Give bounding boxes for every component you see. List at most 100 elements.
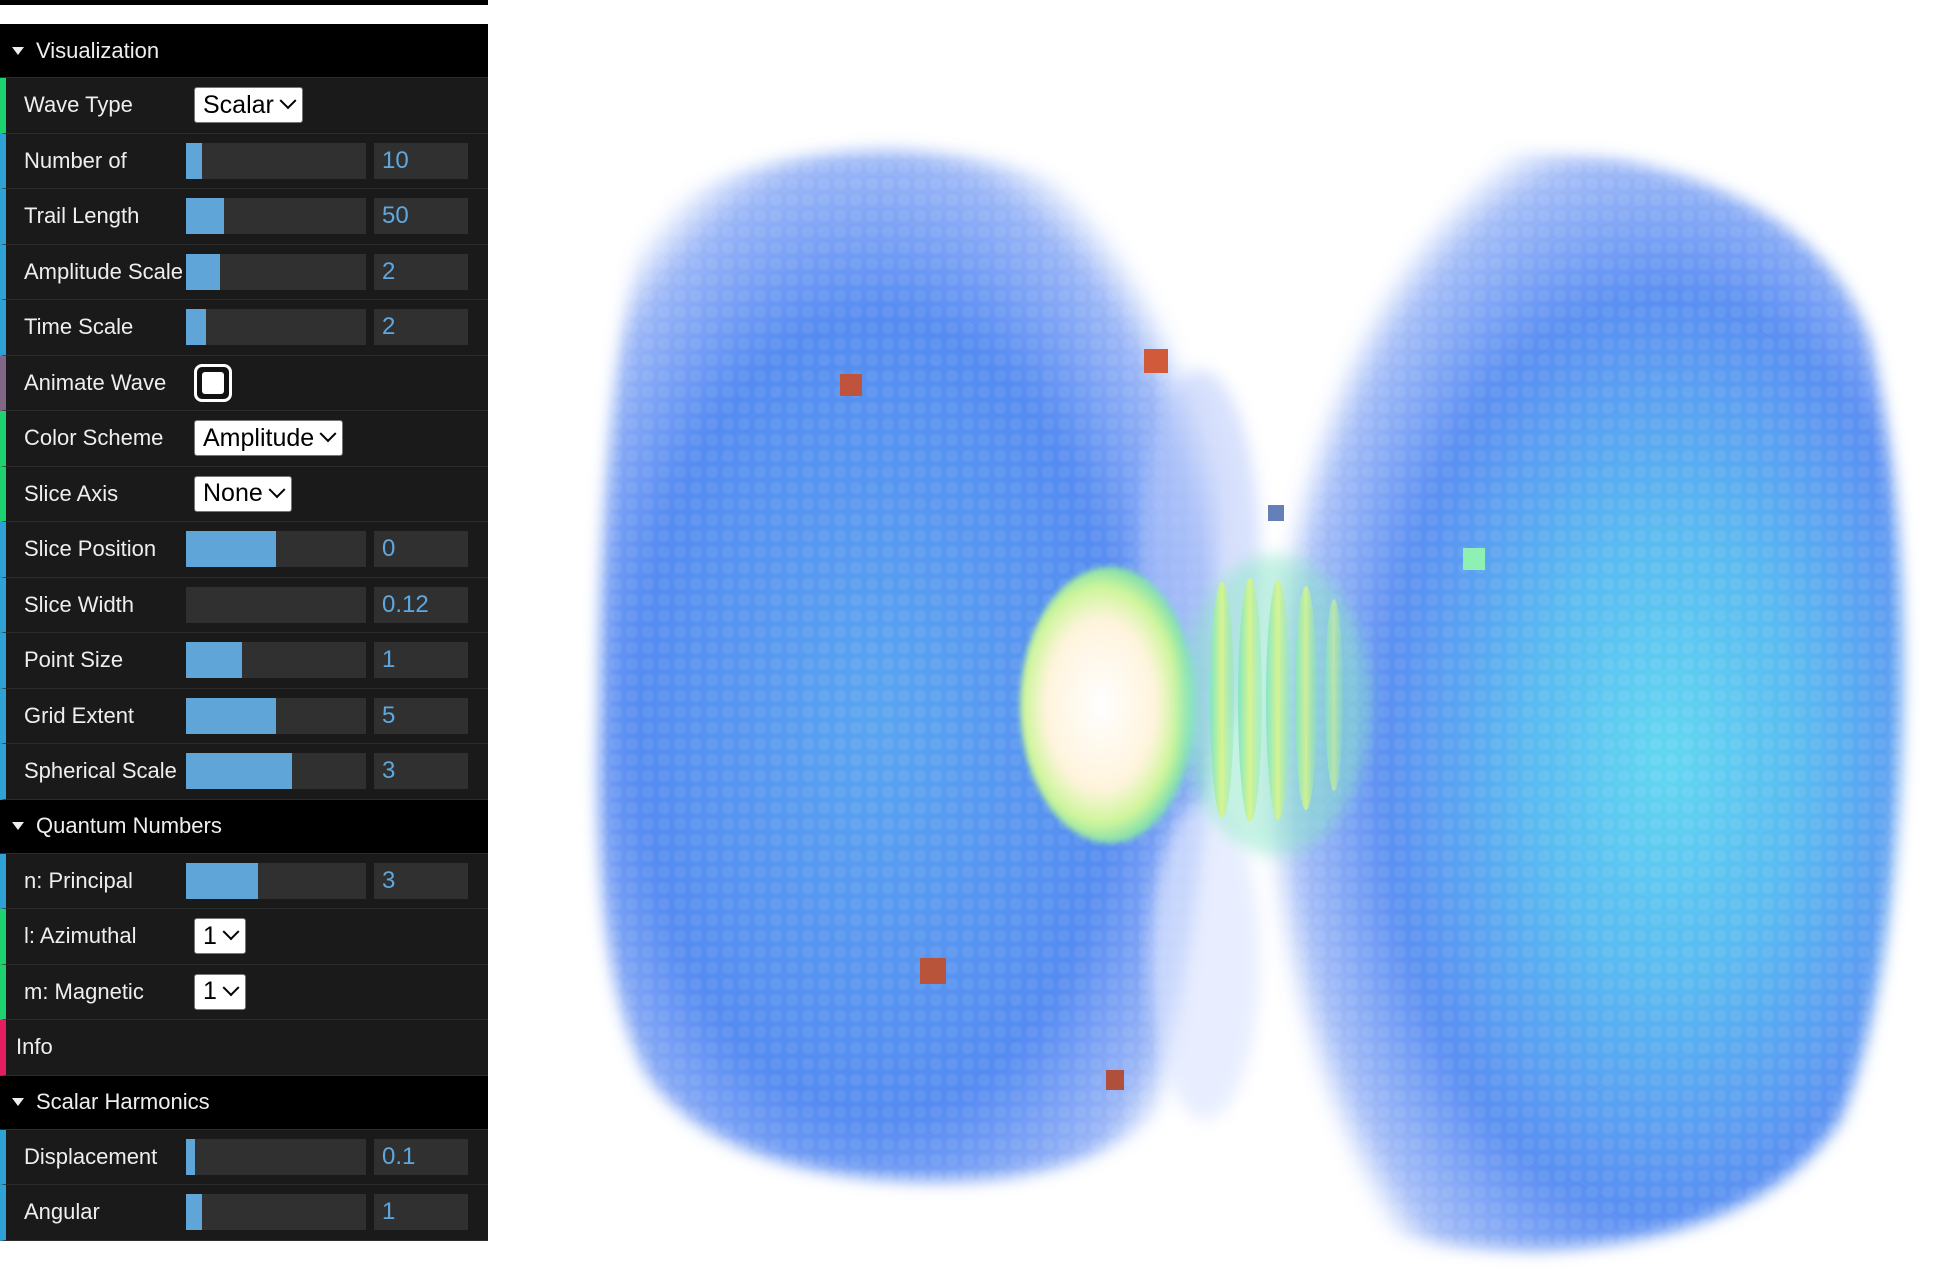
angular-slider[interactable] xyxy=(186,1194,366,1231)
folder-title-label: Scalar Harmonics xyxy=(36,1089,210,1114)
core-lobe-left xyxy=(1020,567,1200,843)
control-label: Info xyxy=(16,1034,53,1060)
angular-input[interactable]: 1 xyxy=(374,1194,468,1231)
control-label: Angular xyxy=(24,1199,100,1225)
control-label: n: Principal xyxy=(24,867,133,893)
slice-width-input[interactable]: 0.12 xyxy=(374,586,468,623)
folder-title-label: Visualization xyxy=(36,37,160,63)
displacement-slider[interactable] xyxy=(186,1138,366,1175)
slider-fill xyxy=(186,862,258,899)
control-label: m: Magnetic xyxy=(24,978,144,1004)
animate-wave-checkbox[interactable] xyxy=(194,363,232,402)
point-size-input[interactable]: 1 xyxy=(374,642,468,679)
control-row-wave-type: Wave Type Scalar xyxy=(0,78,488,134)
control-label: Slice Position xyxy=(24,536,157,562)
control-row-animate-wave: Animate Wave xyxy=(0,355,488,411)
grid-extent-input[interactable]: 5 xyxy=(374,697,468,734)
slider-fill xyxy=(186,309,206,346)
slice-axis-select[interactable]: None xyxy=(194,475,292,512)
n-principal-input[interactable]: 3 xyxy=(374,862,468,899)
slice-width-slider[interactable] xyxy=(186,586,366,623)
control-row-l-azimuthal: l: Azimuthal 1 xyxy=(0,909,488,965)
chevron-down-icon xyxy=(222,923,240,941)
marker xyxy=(1106,1070,1124,1090)
control-label: Color Scheme xyxy=(24,425,164,451)
amplitude-scale-slider[interactable] xyxy=(186,253,366,290)
n-principal-slider[interactable] xyxy=(186,862,366,899)
time-scale-input[interactable]: 2 xyxy=(374,309,468,346)
trail-length-slider[interactable] xyxy=(186,198,366,235)
displacement-input[interactable]: 0.1 xyxy=(374,1138,468,1175)
color-scheme-select[interactable]: Amplitude xyxy=(194,420,344,457)
wave-type-select[interactable]: Scalar xyxy=(194,87,303,124)
folders-container: Visualization Wave Type Scalar Number of 10 T… xyxy=(0,24,488,1241)
slider-fill xyxy=(186,1138,195,1175)
l-azimuthal-select[interactable]: 1 xyxy=(194,918,246,955)
slice-position-slider[interactable] xyxy=(186,531,366,568)
folder-visualization[interactable]: Visualization xyxy=(0,24,488,78)
control-label: Point Size xyxy=(24,647,124,673)
control-row-number-of: Number of 10 xyxy=(0,133,488,189)
m-magnetic-select[interactable]: 1 xyxy=(194,973,246,1010)
marker xyxy=(920,958,946,984)
spherical-scale-input[interactable]: 3 xyxy=(374,753,468,790)
chevron-down-icon xyxy=(279,92,297,110)
control-label: Slice Axis xyxy=(24,480,119,506)
control-label: Number of xyxy=(24,147,127,173)
control-row-angular: Angular 1 xyxy=(0,1185,488,1241)
marker xyxy=(1144,349,1168,373)
select-value: Scalar xyxy=(203,90,274,119)
control-label: Trail Length xyxy=(24,203,140,229)
marker xyxy=(1463,548,1485,570)
core-lobe-right xyxy=(1180,555,1370,855)
control-row-slice-width: Slice Width 0.12 xyxy=(0,577,488,633)
slider-fill xyxy=(186,753,293,790)
control-row-grid-extent: Grid Extent 5 xyxy=(0,688,488,744)
collapse-triangle-icon xyxy=(12,46,24,55)
control-row-trail-length: Trail Length 50 xyxy=(0,189,488,245)
control-row-info[interactable]: Info xyxy=(0,1020,488,1076)
collapse-triangle-icon xyxy=(12,822,24,830)
point-size-slider[interactable] xyxy=(186,642,366,679)
control-row-spherical-scale: Spherical Scale 3 xyxy=(0,744,488,800)
control-label: Wave Type xyxy=(24,92,133,118)
marker xyxy=(1268,505,1284,521)
slider-fill xyxy=(186,697,276,734)
slider-fill xyxy=(186,1194,203,1231)
number-of-slider[interactable] xyxy=(186,142,366,179)
chevron-down-icon xyxy=(268,481,286,498)
grid-extent-slider[interactable] xyxy=(186,697,366,734)
control-row-time-scale: Time Scale 2 xyxy=(0,300,488,356)
trail-length-input[interactable]: 50 xyxy=(374,198,468,235)
control-label: Animate Wave xyxy=(24,369,167,395)
chevron-down-icon xyxy=(319,425,337,443)
control-row-point-size: Point Size 1 xyxy=(0,633,488,689)
control-label: Grid Extent xyxy=(24,702,135,728)
control-label: l: Azimuthal xyxy=(24,923,137,949)
control-label: Displacement xyxy=(24,1143,158,1169)
select-value: None xyxy=(203,479,263,508)
spherical-scale-slider[interactable] xyxy=(186,753,366,790)
checkbox-fill xyxy=(202,371,224,394)
chevron-down-icon xyxy=(222,979,240,996)
time-scale-slider[interactable] xyxy=(186,309,366,346)
control-label: Amplitude Scale xyxy=(24,258,183,284)
control-label: Spherical Scale xyxy=(24,758,177,784)
select-value: 1 xyxy=(203,921,217,950)
number-of-input[interactable]: 10 xyxy=(374,142,468,179)
panel-gap xyxy=(0,5,488,24)
folder-scalar-harmonics[interactable]: Scalar Harmonics xyxy=(0,1075,488,1130)
slice-position-input[interactable]: 0 xyxy=(374,531,468,568)
folder-quantum-numbers[interactable]: Quantum Numbers xyxy=(0,799,488,854)
control-row-color-scheme: Color Scheme Amplitude xyxy=(0,411,488,467)
slider-fill xyxy=(186,642,242,679)
control-panel: Visualization Wave Type Scalar Number of 10 T… xyxy=(0,0,488,1241)
control-row-displacement: Displacement 0.1 xyxy=(0,1129,488,1185)
slider-fill xyxy=(186,198,224,235)
folder-title-label: Quantum Numbers xyxy=(36,813,222,838)
control-row-n-principal: n: Principal 3 xyxy=(0,853,488,909)
select-value: Amplitude xyxy=(203,423,315,452)
amplitude-scale-input[interactable]: 2 xyxy=(374,253,468,290)
